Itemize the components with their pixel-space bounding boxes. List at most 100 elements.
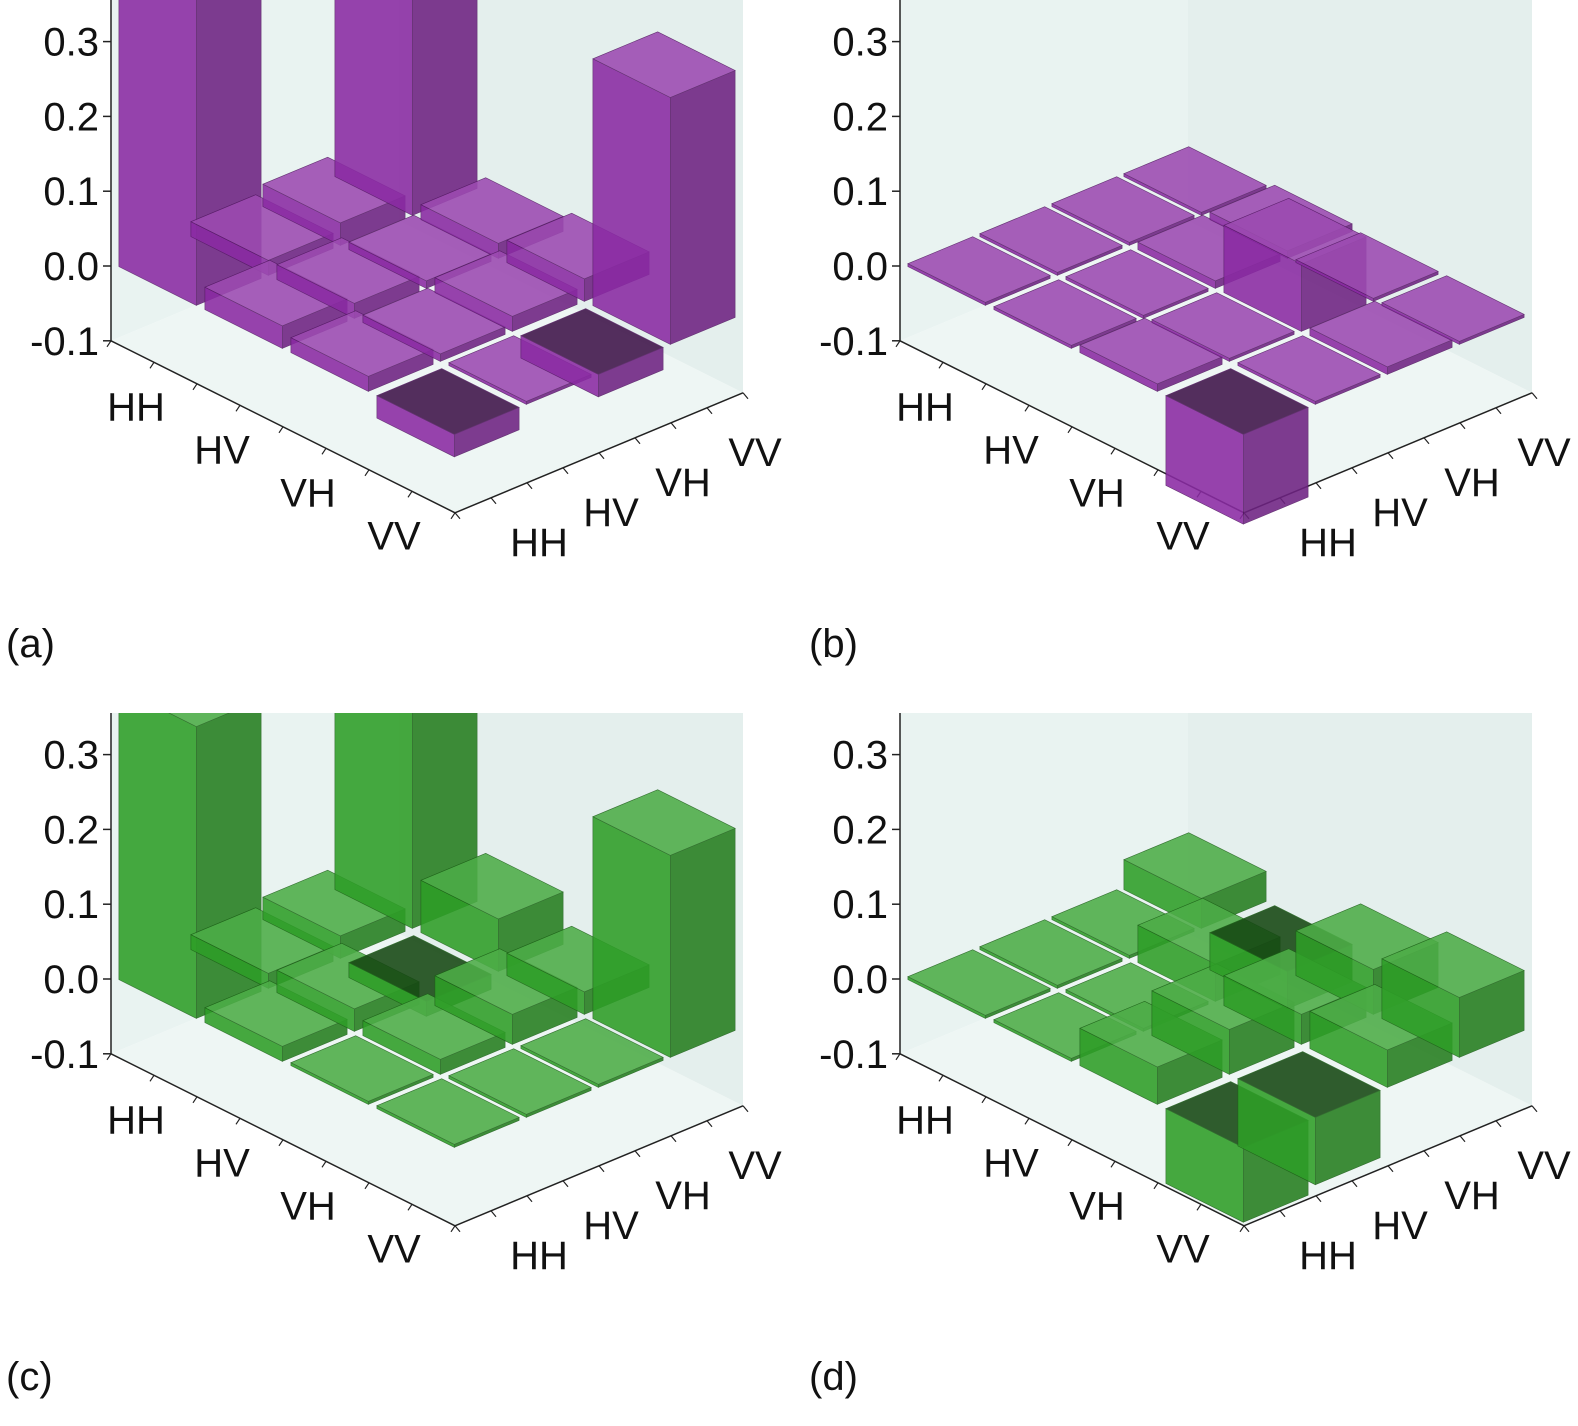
bar bbox=[1295, 232, 1439, 302]
bar-face-top bbox=[262, 156, 406, 224]
bar bbox=[1309, 300, 1453, 375]
bar-face-right bbox=[669, 70, 736, 345]
bars bbox=[118, 713, 736, 1148]
panel-label-c: (c) bbox=[6, 1355, 53, 1399]
bar-face-top bbox=[1079, 317, 1223, 385]
bar-face-left bbox=[118, 0, 197, 306]
row-tick-mark bbox=[895, 1053, 901, 1061]
col-tick-mark bbox=[634, 437, 641, 445]
row-tick-mark bbox=[364, 1182, 370, 1190]
z-axis: 0.50.40.30.20.10.0-0.1 bbox=[30, 0, 112, 364]
bar bbox=[434, 250, 578, 332]
bar-face-top bbox=[1237, 1051, 1381, 1118]
bar-face-top bbox=[1381, 931, 1525, 998]
row-label: VH bbox=[1069, 1184, 1125, 1228]
col-tick-mark bbox=[670, 422, 677, 430]
row-tick-mark bbox=[407, 490, 413, 498]
col-tick-mark bbox=[490, 1210, 497, 1218]
bar-face-top bbox=[376, 1078, 520, 1145]
bar-face-top bbox=[276, 237, 420, 304]
panel-label-a: (a) bbox=[6, 622, 55, 666]
bar bbox=[376, 368, 520, 458]
bar-face-top bbox=[1381, 275, 1525, 342]
row-tick-mark bbox=[450, 512, 456, 520]
row-tick-mark bbox=[1153, 469, 1159, 477]
bar-face-top bbox=[520, 1018, 664, 1085]
row-label: HH bbox=[107, 385, 165, 429]
z-tick-label: 0.3 bbox=[43, 21, 99, 65]
row-label: HH bbox=[107, 1098, 165, 1142]
bar-face-top bbox=[290, 310, 434, 377]
bar-face-top bbox=[1123, 832, 1267, 899]
bar-face-left bbox=[118, 713, 197, 1019]
bar-face-top bbox=[1051, 176, 1195, 243]
row-axis: HH HV VH VV HH HV VH VV bbox=[895, 340, 1571, 565]
bar-face-top bbox=[520, 308, 664, 375]
col-tick-mark bbox=[490, 497, 497, 505]
bar-face-top bbox=[420, 177, 564, 244]
bar bbox=[376, 1078, 520, 1148]
col-tick-mark bbox=[1315, 1195, 1322, 1203]
row-label: HV bbox=[194, 1141, 250, 1185]
col-label: VV bbox=[1517, 1144, 1571, 1188]
row-label: VH bbox=[280, 1184, 336, 1228]
row-label: VV bbox=[1156, 1227, 1210, 1271]
bar-face-top bbox=[434, 250, 578, 317]
col-tick-mark bbox=[1243, 1225, 1250, 1233]
z-tick-label: 0.0 bbox=[43, 245, 99, 289]
bar-face-top bbox=[190, 194, 334, 261]
bar bbox=[290, 1035, 434, 1105]
col-tick-mark bbox=[526, 482, 533, 490]
bar-face-top bbox=[907, 236, 1051, 303]
bar-face-top bbox=[1237, 335, 1381, 402]
col-label: VH bbox=[655, 461, 711, 505]
col-label: VH bbox=[655, 1174, 711, 1218]
row-label: VV bbox=[1156, 514, 1210, 558]
bar-face-top bbox=[1295, 232, 1439, 299]
bar-face-top bbox=[592, 31, 736, 98]
row-tick-mark bbox=[1239, 1225, 1245, 1233]
row-label: HH bbox=[896, 1098, 954, 1142]
z-axis: 0.50.40.30.20.10.0-0.1 bbox=[819, 713, 901, 1077]
z-tick-label: -0.1 bbox=[30, 320, 99, 364]
col-tick-mark bbox=[454, 1225, 461, 1233]
bars bbox=[907, 832, 1525, 1223]
z-tick-label: -0.1 bbox=[819, 1033, 888, 1077]
z-tick-label: -0.1 bbox=[819, 320, 888, 364]
row-label: VH bbox=[1069, 471, 1125, 515]
row-tick-mark bbox=[895, 340, 901, 348]
row-axis: HH HV VH VV HH HV VH VV bbox=[106, 1053, 782, 1278]
bar bbox=[592, 31, 736, 345]
row-tick-mark bbox=[1024, 1117, 1030, 1125]
bar bbox=[993, 279, 1137, 349]
bar-face-top bbox=[1165, 368, 1309, 435]
z-tick-label: 0.0 bbox=[43, 958, 99, 1002]
row-tick-mark bbox=[1196, 1203, 1202, 1211]
bars bbox=[118, 0, 736, 458]
z-axis: 0.50.40.30.20.10.0-0.1 bbox=[819, 0, 901, 364]
col-tick-mark bbox=[1387, 1165, 1394, 1173]
bar-face-top bbox=[348, 214, 492, 282]
row-label: HV bbox=[983, 428, 1039, 472]
bar bbox=[262, 869, 406, 959]
bar bbox=[979, 206, 1123, 276]
col-tick-mark bbox=[634, 1150, 641, 1158]
row-tick-mark bbox=[235, 404, 241, 412]
bar-face-top bbox=[979, 206, 1123, 273]
col-label: VH bbox=[1444, 1174, 1500, 1218]
bar bbox=[262, 156, 406, 246]
col-tick-mark bbox=[742, 1105, 749, 1113]
col-tick-mark bbox=[1351, 1180, 1358, 1188]
col-label: HV bbox=[583, 491, 639, 535]
bar bbox=[204, 980, 348, 1062]
bar-face-left bbox=[334, 713, 413, 929]
col-label: HV bbox=[583, 1204, 639, 1248]
z-tick-label: 0.1 bbox=[832, 170, 888, 214]
col-tick-mark bbox=[454, 512, 461, 520]
bar bbox=[1065, 249, 1209, 319]
bar bbox=[592, 789, 736, 1058]
